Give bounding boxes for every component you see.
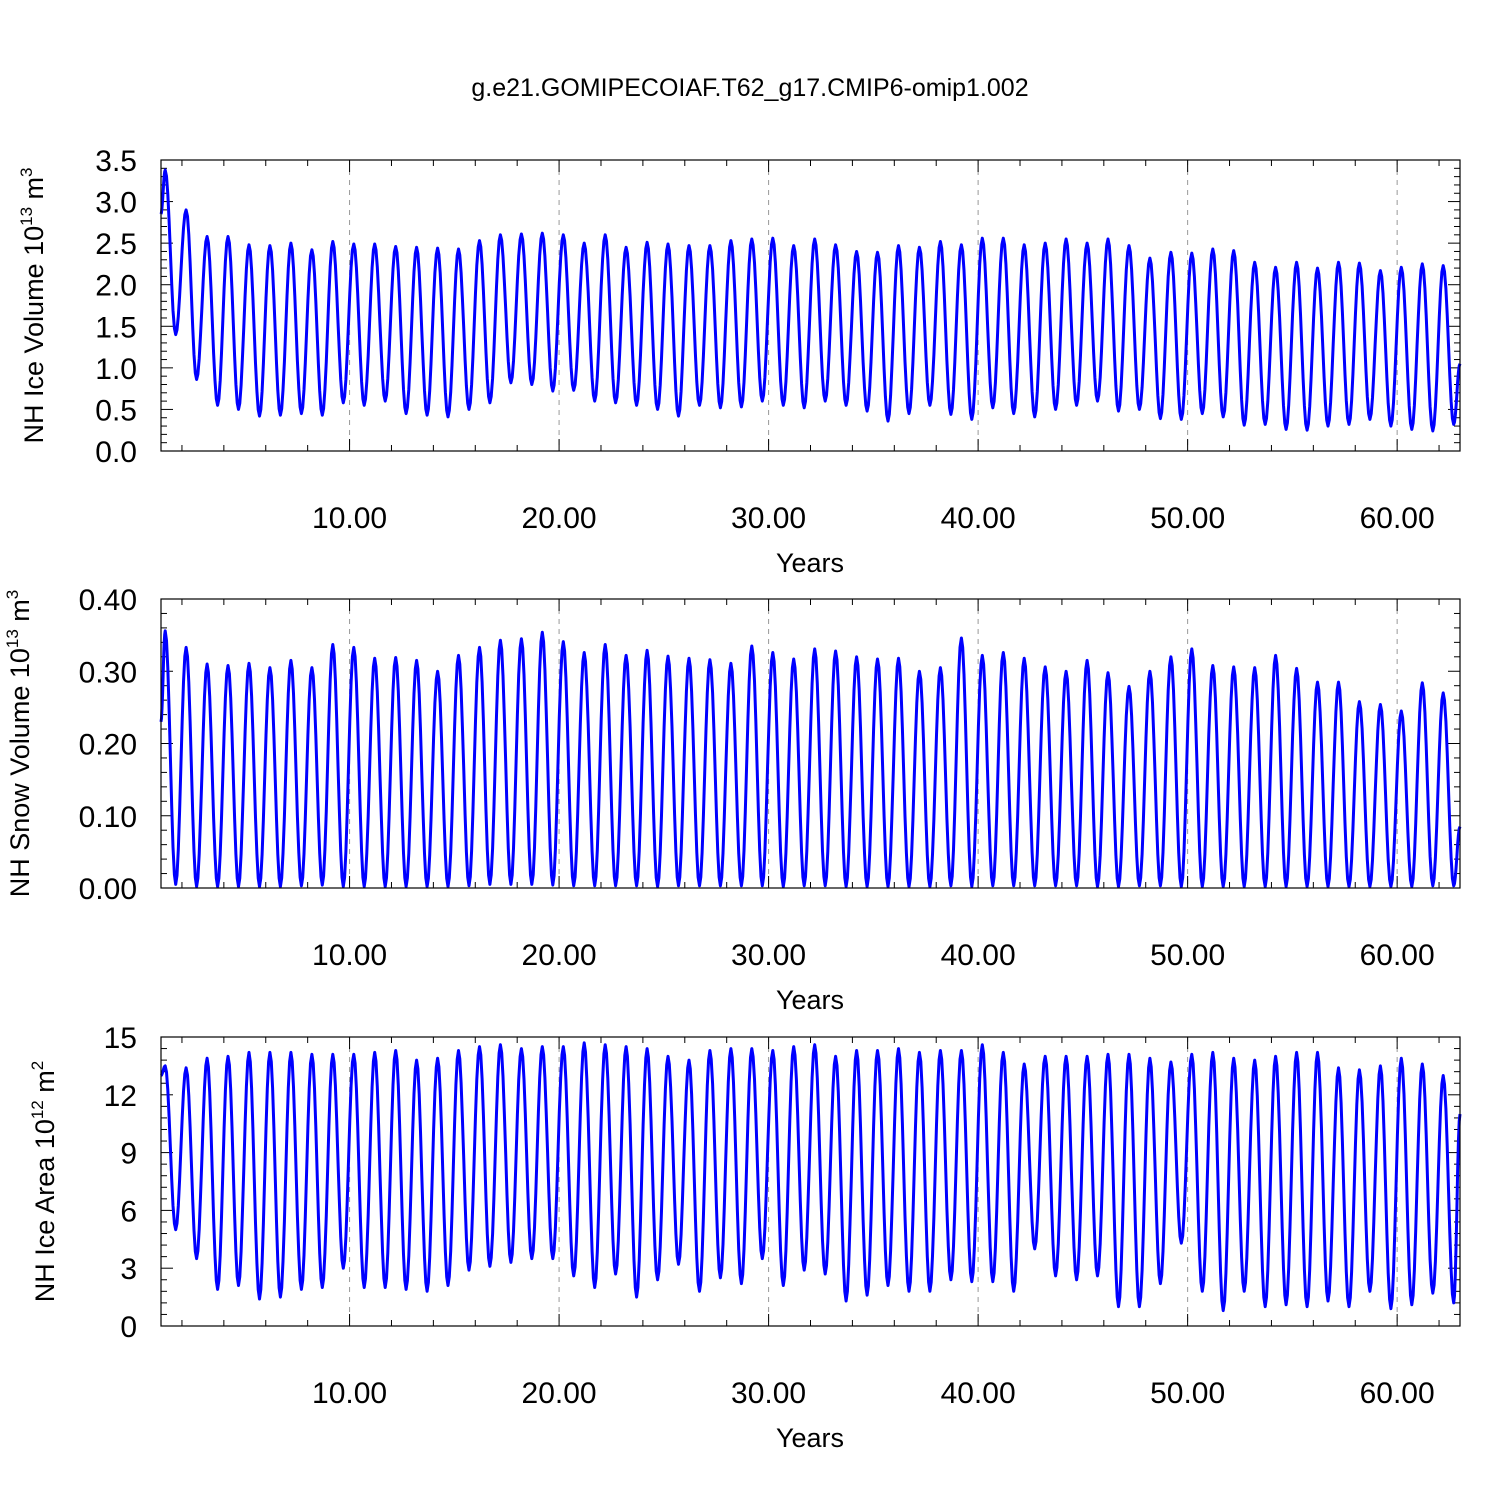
y-tick-label: 0.10 xyxy=(79,801,137,834)
x-tick-label: 50.00 xyxy=(1150,939,1225,972)
y-tick-label: 0.0 xyxy=(95,436,137,469)
x-tick-label: 20.00 xyxy=(522,502,597,535)
y-axis-label: NH Ice Volume 1013 m3 xyxy=(17,168,49,444)
y-tick-label: 3.0 xyxy=(95,187,137,220)
y-axis-label: NH Ice Area 1012 m2 xyxy=(28,1061,60,1302)
panels: 0.00.51.01.52.02.53.03.510.00 20.00 30.00 4… xyxy=(3,145,1462,1453)
y-tick-label: 0.00 xyxy=(79,873,137,906)
plot-frame xyxy=(160,598,1461,889)
x-tick-label: 50.00 xyxy=(1150,502,1225,535)
y-tick-label: 1.5 xyxy=(95,311,137,344)
x-axis-label: Years xyxy=(776,548,844,578)
x-tick-label: 10.00 xyxy=(312,502,387,535)
y-tick-label: 12 xyxy=(104,1080,137,1113)
x-tick-label: 60.00 xyxy=(1360,939,1435,972)
x-tick-label: 40.00 xyxy=(941,939,1016,972)
x-tick-label: 20.00 xyxy=(522,1377,597,1410)
x-tick-label: 30.00 xyxy=(731,1377,806,1410)
x-tick-label: 20.00 xyxy=(522,939,597,972)
chart-panel-snow-volume: 0.00 0.10 0.20 0.30 0.40 10.00 20.00 30.00 40.00… xyxy=(3,584,1462,1015)
x-tick-label: 30.00 xyxy=(731,939,806,972)
plot-frame xyxy=(160,1036,1461,1327)
y-tick-label: 2.5 xyxy=(95,228,137,261)
x-tick-label: 30.00 xyxy=(731,502,806,535)
x-axis-label: Years xyxy=(776,1423,844,1453)
y-tick-label: 0.20 xyxy=(79,729,137,762)
y-axis-label: NH Snow Volume 1013 m3 xyxy=(3,590,35,898)
y-tick-label: 6 xyxy=(120,1195,137,1228)
y-tick-label: 0.5 xyxy=(95,394,137,427)
x-tick-label: 50.00 xyxy=(1150,1377,1225,1410)
y-tick-label: 9 xyxy=(120,1138,137,1171)
y-tick-label: 0 xyxy=(120,1311,137,1344)
y-tick-label: 2.0 xyxy=(95,270,137,303)
plot-frame xyxy=(160,159,1461,452)
x-tick-label: 10.00 xyxy=(312,1377,387,1410)
x-axis-label: Years xyxy=(776,985,844,1015)
y-tick-label: 0.30 xyxy=(79,656,137,689)
x-tick-label: 10.00 xyxy=(312,939,387,972)
y-tick-label: 15 xyxy=(104,1022,137,1055)
series-line-snow-volume xyxy=(159,629,1462,889)
y-tick-label: 1.0 xyxy=(95,353,137,386)
chart-panel-ice-volume: 0.0 0.5 1.0 1.5 2.0 2.5 3.0 3.5 10.00 20.00 30.00 4… xyxy=(17,145,1462,578)
y-tick-label: 3.5 xyxy=(95,145,137,178)
y-tick-label: 3 xyxy=(120,1253,137,1286)
series-line-ice-area xyxy=(160,1041,1462,1313)
y-tick-label: 0.40 xyxy=(79,584,137,617)
x-tick-label: 60.00 xyxy=(1360,1377,1435,1410)
x-tick-label: 40.00 xyxy=(941,502,1016,535)
series-line-ice-volume xyxy=(159,168,1462,433)
chart-panel-ice-area: 0 3 6 9 12 15 10.00 20.00 30.00 40.00 50.00 60.00 Ye… xyxy=(28,1022,1462,1453)
figure-title: g.e21.GOMIPECOIAF.T62_g17.CMIP6-omip1.00… xyxy=(471,74,1028,102)
x-tick-label: 60.00 xyxy=(1360,502,1435,535)
x-tick-label: 40.00 xyxy=(941,1377,1016,1410)
